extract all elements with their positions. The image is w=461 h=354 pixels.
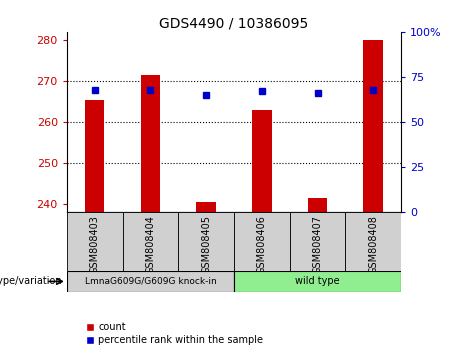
Bar — [123, 212, 178, 271]
Text: GSM808404: GSM808404 — [145, 215, 155, 274]
Bar — [363, 40, 383, 212]
Text: GSM808407: GSM808407 — [313, 215, 323, 274]
Bar — [308, 198, 327, 212]
Text: GSM808403: GSM808403 — [90, 215, 100, 274]
Bar — [67, 212, 123, 271]
Text: wild type: wild type — [295, 276, 340, 286]
Bar — [141, 75, 160, 212]
Legend: count, percentile rank within the sample: count, percentile rank within the sample — [81, 319, 267, 349]
Bar — [234, 271, 401, 292]
Text: genotype/variation: genotype/variation — [0, 276, 62, 286]
Bar — [85, 99, 105, 212]
Bar — [178, 212, 234, 271]
Text: LmnaG609G/G609G knock-in: LmnaG609G/G609G knock-in — [84, 277, 216, 286]
Text: GSM808408: GSM808408 — [368, 215, 378, 274]
Text: GSM808405: GSM808405 — [201, 215, 211, 274]
Bar — [67, 271, 234, 292]
Bar — [252, 110, 272, 212]
Title: GDS4490 / 10386095: GDS4490 / 10386095 — [160, 17, 308, 31]
Bar — [196, 202, 216, 212]
Bar — [345, 212, 401, 271]
Bar — [234, 212, 290, 271]
Bar — [290, 212, 345, 271]
Text: GSM808406: GSM808406 — [257, 215, 267, 274]
